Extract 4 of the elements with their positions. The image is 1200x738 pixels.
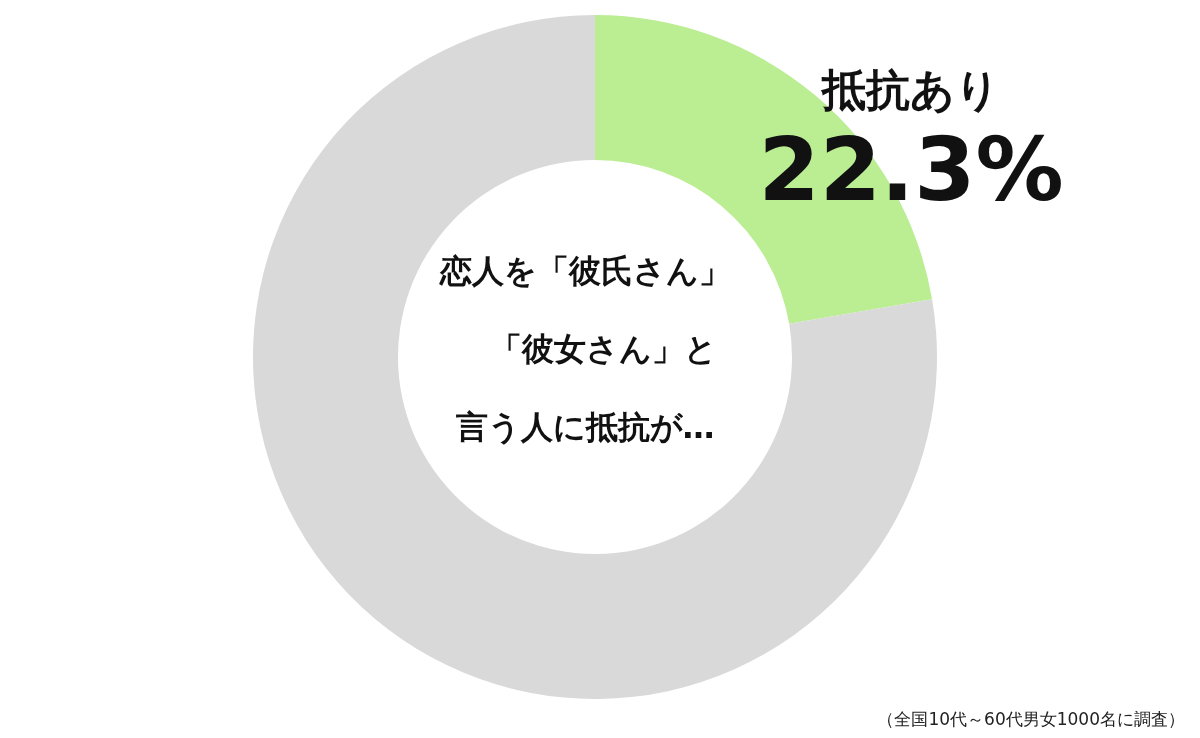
chart-title: 恋人を「彼氏さん」「彼女さん」と言う人に抵抗が… <box>439 252 731 446</box>
data-label: 22.3% <box>758 118 1064 221</box>
slice-label: 抵抗あり <box>820 64 1001 115</box>
text: （全国10代～60代男女1000名に調査） <box>877 709 1185 729</box>
